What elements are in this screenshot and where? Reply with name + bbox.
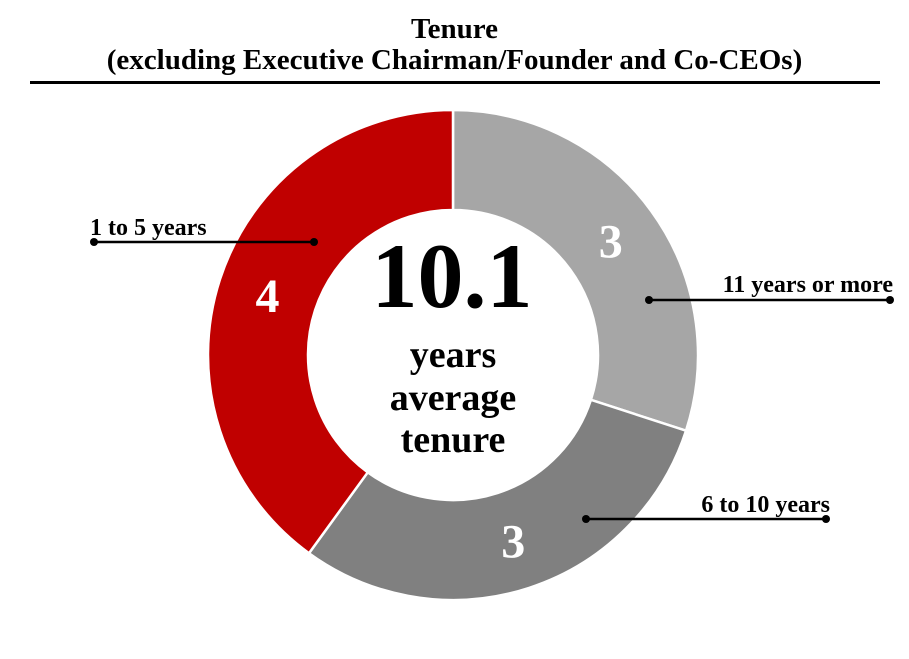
title-divider-line: [30, 81, 880, 84]
chart-subtitle: (excluding Executive Chairman/Founder an…: [106, 44, 803, 76]
center-label-line-1: years: [410, 334, 497, 376]
callout-1-to-5-years: 1 to 5 years: [90, 215, 318, 246]
leader-dot-outer-6-to-10-years: [822, 515, 830, 523]
leader-dot-inner-11-years-or-more: [645, 296, 653, 304]
donut-value-labels-layer: 3 3 4: [256, 216, 623, 569]
center-label-line-2: average: [390, 377, 517, 419]
leader-dot-outer-1-to-5-years: [90, 238, 98, 246]
leader-dot-inner-6-to-10-years: [582, 515, 590, 523]
leader-dot-inner-1-to-5-years: [310, 238, 318, 246]
callout-label-6-to-10-years: 6 to 10 years: [701, 492, 830, 518]
leader-dot-outer-11-years-or-more: [886, 296, 894, 304]
donut-segment-6-to-10-years: [307, 398, 688, 602]
center-value-text: 10.1: [372, 225, 533, 327]
callout-11-years-or-more: 11 years or more: [645, 272, 894, 304]
donut-segment-1-to-5-years: [206, 108, 455, 555]
center-label-line-3: tenure: [401, 419, 506, 461]
donut-segments-layer: [206, 108, 700, 602]
chart-title: Tenure: [410, 13, 499, 45]
callout-label-11-years-or-more: 11 years or more: [723, 272, 894, 298]
callout-6-to-10-years: 6 to 10 years: [582, 492, 830, 523]
callout-label-1-to-5-years: 1 to 5 years: [90, 215, 207, 241]
segment-value-1-to-5-years: 4: [256, 270, 280, 323]
center-annotation: 10.1 years average tenure: [372, 225, 533, 461]
donut-segment-11-years-or-more: [451, 108, 700, 433]
segment-value-11-years-or-more: 3: [599, 216, 623, 269]
segment-value-6-to-10-years: 3: [501, 516, 525, 569]
